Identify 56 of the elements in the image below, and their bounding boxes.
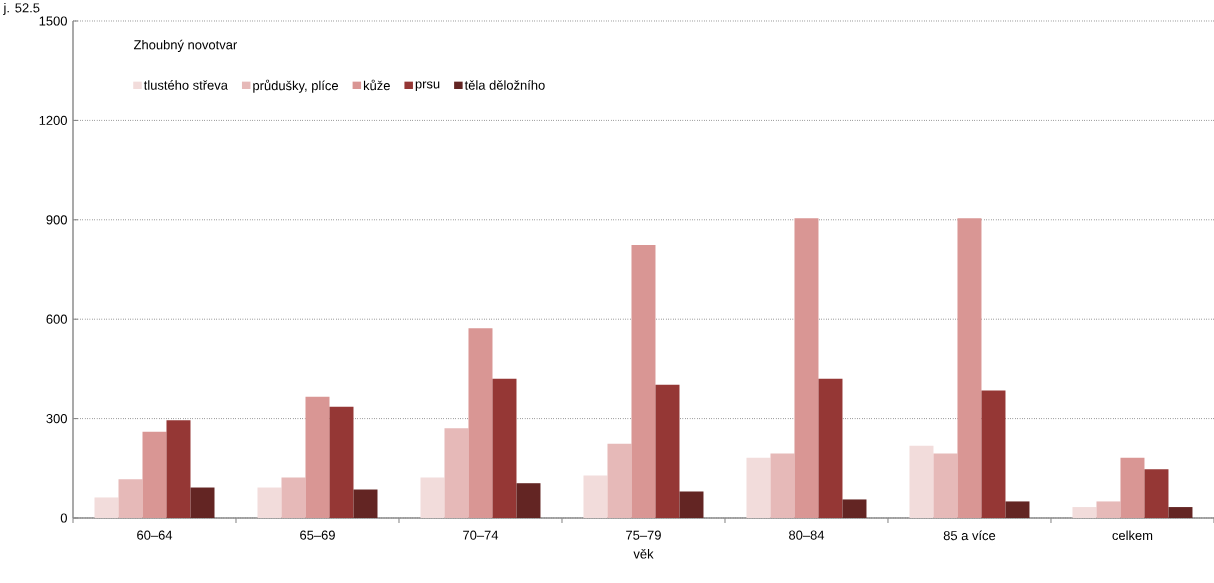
bar [516, 483, 541, 518]
x-tick-label: 60–64 [137, 530, 173, 540]
bar [1144, 469, 1169, 518]
bar [353, 489, 378, 518]
y-tick-label: 1500 [39, 16, 67, 26]
bar [190, 487, 215, 518]
bar [679, 491, 704, 518]
bar [1096, 501, 1121, 518]
bar [842, 499, 867, 518]
x-tick-label: 85 a více [943, 530, 996, 541]
bar [933, 453, 958, 518]
bar [655, 384, 680, 518]
y-tick-label: 0 [60, 513, 67, 523]
text: j. 52.5 [3, 2, 40, 15]
bar [94, 497, 119, 518]
bar [492, 378, 517, 518]
bar [420, 477, 445, 518]
bar [166, 420, 191, 518]
x-tick-label: 65–69 [300, 530, 335, 540]
legend-label: těla děložního [464, 80, 545, 90]
x-tick-label: 80–84 [789, 530, 825, 540]
bar [305, 396, 330, 518]
bar [794, 218, 819, 518]
bar [1072, 507, 1097, 518]
x-tick-label: 75–79 [626, 530, 661, 540]
bar [583, 475, 608, 518]
bar [746, 457, 771, 518]
x-tick-label: celkem [1112, 530, 1153, 541]
bar [818, 378, 843, 518]
x-axis-title: věk [633, 549, 654, 559]
bar [468, 328, 493, 518]
bar [957, 218, 982, 518]
x-tick-label: 70–74 [463, 530, 499, 540]
legend-label: průdušky, plíce [253, 79, 338, 93]
bar [1168, 507, 1193, 518]
bar [631, 244, 656, 518]
bar [444, 428, 469, 518]
legend-title: Zhoubný novotvar [133, 39, 237, 52]
y-tick-label: 600 [46, 314, 67, 324]
bar [281, 477, 306, 518]
bar [1120, 457, 1145, 518]
legend-label: kůže [363, 79, 390, 91]
y-tick-label: 1200 [39, 115, 67, 125]
bar [118, 479, 143, 518]
bar [607, 443, 632, 518]
y-tick-label: 900 [46, 215, 67, 225]
legend-label: tlustého střeva [143, 80, 228, 90]
bar [981, 390, 1006, 518]
bar [329, 406, 354, 518]
bar [1005, 501, 1030, 518]
bar [770, 453, 795, 518]
y-tick-label: 300 [46, 414, 67, 424]
bar [257, 487, 282, 518]
legend-label: prsu [415, 81, 440, 92]
bar [909, 445, 934, 518]
bar [142, 431, 167, 518]
